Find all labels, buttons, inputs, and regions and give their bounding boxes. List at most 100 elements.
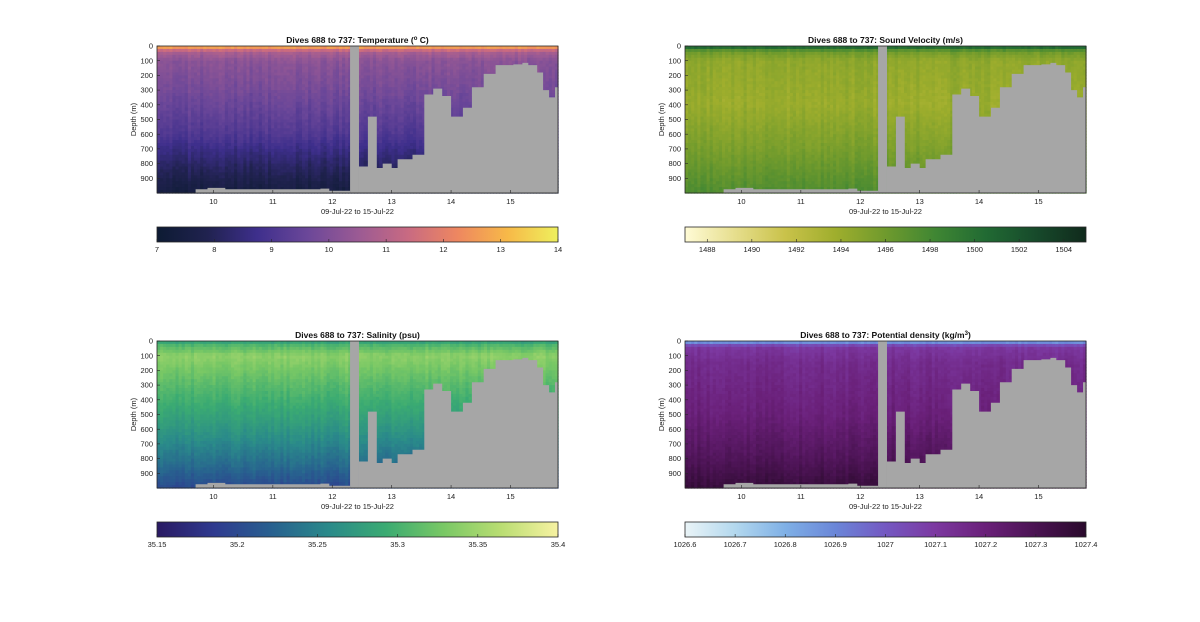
colorbar-tick-label: 1026.6 — [674, 540, 697, 549]
colorbar-tick-label: 1026.7 — [724, 540, 747, 549]
x-tick-label: 14 — [447, 492, 455, 501]
colorbar-tick-label: 1488 — [699, 245, 716, 254]
y-tick-label: 100 — [140, 56, 153, 65]
colorbar-tick-label: 8 — [212, 245, 216, 254]
y-tick-label: 500 — [668, 410, 681, 419]
x-tick-label: 10 — [737, 197, 745, 206]
no-data-mask — [157, 46, 558, 194]
below-seabed — [157, 357, 558, 488]
colorbar-tick-label: 7 — [155, 245, 159, 254]
panel-salinity: 10 11 12 13 14 15 0 100 200 300 400 500 600 700 800 900… — [129, 330, 565, 549]
no-data-mask — [157, 341, 558, 488]
panel-sound_velocity: 10 11 12 13 14 15 0 100 200 300 400 500 600 700 800 900… — [657, 35, 1087, 254]
colorbar-tick-label: 1027.2 — [974, 540, 997, 549]
chart-title: Dives 688 to 737: Sound Velocity (m/s) — [808, 35, 963, 45]
colorbar-tick-label: 35.3 — [390, 540, 405, 549]
x-tick-label: 13 — [915, 197, 923, 206]
colorbar-tick-label: 1027 — [877, 540, 894, 549]
y-tick-label: 100 — [668, 56, 681, 65]
colorbar-tick-label: 1504 — [1055, 245, 1072, 254]
below-seabed — [157, 62, 558, 194]
y-tick-label: 500 — [140, 410, 153, 419]
title-text-end: ) — [968, 330, 971, 340]
panel-temperature: 10 11 12 13 14 15 0 100 200 300 400 500 600 700 800 900… — [129, 35, 562, 254]
y-tick-label: 300 — [668, 381, 681, 390]
data-gap — [878, 341, 887, 488]
colorbar-tick-label: 1502 — [1011, 245, 1028, 254]
y-tick-label: 700 — [140, 145, 153, 154]
colorbar-tick-label: 11 — [382, 245, 390, 254]
colorbar-tick-label: 35.4 — [551, 540, 566, 549]
x-tick-label: 14 — [447, 197, 455, 206]
y-tick-label: 900 — [668, 469, 681, 478]
colorbar-tick-label: 1492 — [788, 245, 805, 254]
y-tick-label: 100 — [140, 351, 153, 360]
colorbar-tick-label: 1500 — [966, 245, 983, 254]
title-text: Dives 688 to 737: Sound Velocity (m/s) — [808, 35, 963, 45]
data-gap — [878, 46, 887, 193]
colorbar-tick-label: 1494 — [833, 245, 850, 254]
x-tick-label: 13 — [915, 492, 923, 501]
y-tick-label: 300 — [668, 86, 681, 95]
y-tick-label: 200 — [668, 366, 681, 375]
y-tick-label: 200 — [140, 71, 153, 80]
no-data-mask — [685, 46, 1086, 194]
chart-title: Dives 688 to 737: Potential density (kg/… — [800, 330, 971, 340]
y-tick-label: 800 — [668, 159, 681, 168]
y-tick-label: 500 — [140, 115, 153, 124]
x-tick-label: 11 — [797, 492, 805, 501]
colorbar — [156, 521, 559, 538]
x-tick-label: 15 — [506, 197, 514, 206]
y-tick-label: 800 — [140, 159, 153, 168]
x-tick-label: 12 — [856, 197, 864, 206]
y-axis-label: Depth (m) — [129, 397, 138, 431]
y-tick-label: 400 — [668, 100, 681, 109]
y-tick-label: 600 — [140, 425, 153, 434]
y-tick-label: 0 — [677, 337, 681, 346]
colorbar-tick-label: 1490 — [743, 245, 760, 254]
y-tick-label: 800 — [668, 454, 681, 463]
y-tick-label: 200 — [140, 366, 153, 375]
title-superscript: o — [414, 36, 418, 42]
y-axis-label: Depth (m) — [129, 102, 138, 136]
title-text: Dives 688 to 737: Temperature ( — [286, 35, 414, 45]
colorbar-tick-label: 1027.1 — [924, 540, 947, 549]
y-tick-label: 400 — [140, 395, 153, 404]
x-axis-label: 09-Jul-22 to 15-Jul-22 — [321, 207, 394, 216]
colorbar-tick-label: 14 — [554, 245, 562, 254]
below-seabed — [685, 62, 1086, 194]
x-tick-label: 15 — [1034, 197, 1042, 206]
y-tick-label: 900 — [140, 469, 153, 478]
chart-title: Dives 688 to 737: Temperature (o C) — [286, 35, 429, 45]
y-tick-label: 300 — [140, 381, 153, 390]
y-tick-label: 700 — [140, 440, 153, 449]
y-tick-label: 300 — [140, 86, 153, 95]
y-axis-label: Depth (m) — [657, 397, 666, 431]
y-tick-label: 0 — [149, 42, 153, 51]
y-tick-label: 700 — [668, 440, 681, 449]
x-axis-label: 09-Jul-22 to 15-Jul-22 — [849, 207, 922, 216]
x-axis-label: 09-Jul-22 to 15-Jul-22 — [849, 502, 922, 511]
y-tick-label: 400 — [668, 395, 681, 404]
colorbar-tick-label: 10 — [325, 245, 333, 254]
y-tick-label: 100 — [668, 351, 681, 360]
colorbar-tick-label: 13 — [497, 245, 505, 254]
y-tick-label: 500 — [668, 115, 681, 124]
y-tick-label: 0 — [677, 42, 681, 51]
y-tick-label: 600 — [668, 130, 681, 139]
colorbar — [156, 226, 559, 243]
x-tick-label: 13 — [387, 197, 395, 206]
colorbar-tick-label: 1026.8 — [774, 540, 797, 549]
y-tick-label: 600 — [668, 425, 681, 434]
y-tick-label: 700 — [668, 145, 681, 154]
y-tick-label: 400 — [140, 100, 153, 109]
y-tick-label: 0 — [149, 337, 153, 346]
y-tick-label: 200 — [668, 71, 681, 80]
colorbar-tick-label: 1027.4 — [1075, 540, 1098, 549]
x-tick-label: 14 — [975, 492, 983, 501]
y-axis-label: Depth (m) — [657, 102, 666, 136]
data-gap — [350, 341, 359, 488]
title-text-end: C) — [417, 35, 429, 45]
x-tick-label: 10 — [209, 492, 217, 501]
